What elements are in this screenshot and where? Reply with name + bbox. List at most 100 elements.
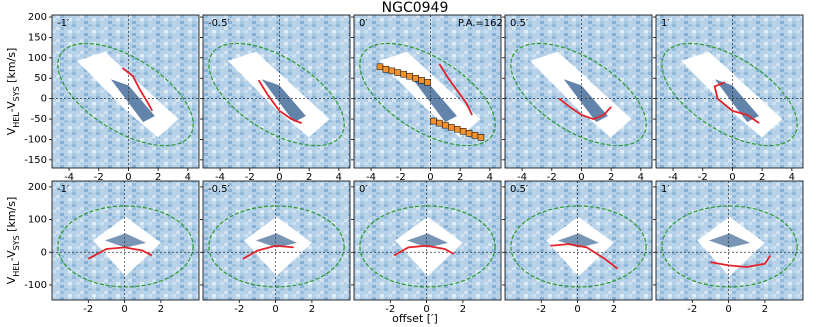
panel	[203, 181, 350, 300]
model-curve	[710, 255, 772, 268]
rotation-point	[424, 79, 431, 86]
y-tick-label: -100	[24, 280, 47, 291]
emission	[563, 79, 608, 123]
rotation-point	[406, 72, 413, 80]
x-tick-label: -2	[536, 304, 546, 315]
x-tick-label: 4	[336, 172, 342, 183]
panel-frame	[504, 180, 653, 301]
panel-frame	[504, 14, 653, 169]
panel	[505, 15, 652, 168]
model-curve	[393, 244, 455, 257]
panel-label: 1′	[661, 184, 670, 195]
y-tick-label: 150	[28, 32, 47, 43]
model-curve	[550, 243, 619, 270]
x-tick-label: 2	[309, 304, 315, 315]
figure-title: NGC0949	[382, 0, 449, 16]
x-tick-label: 4	[185, 172, 191, 183]
x-tick-label: 4	[487, 172, 493, 183]
x-tick-label: 0	[125, 172, 131, 183]
x-tick-label: 2	[460, 304, 466, 315]
panel-frame	[202, 14, 351, 169]
panel-label: 0.5′	[510, 18, 529, 29]
panel	[656, 181, 803, 300]
y-tick-label: 0	[41, 247, 47, 258]
x-tick-label: 2	[762, 304, 768, 315]
y-axis-label-part: -V	[5, 101, 18, 112]
outer-contour	[510, 205, 647, 288]
x-tick-label: 0	[121, 304, 127, 315]
x-tick-label: -4	[668, 172, 678, 183]
panel-frame	[353, 14, 502, 169]
outer-contour	[661, 205, 798, 288]
model-curve	[438, 63, 473, 116]
rotation-point	[436, 119, 443, 127]
rotation-point	[430, 117, 437, 125]
y-tick-label: 200	[28, 182, 47, 193]
x-tick-label: 0	[427, 172, 433, 183]
x-tick-label: 2	[608, 172, 614, 183]
y-axis-label-part: -V	[5, 250, 18, 261]
panel-label: 0.5′	[510, 184, 529, 195]
model-curve	[87, 246, 153, 260]
y-axis-label: VHEL-VSYS [km/s]	[5, 48, 21, 136]
emission	[412, 79, 457, 123]
x-tick-label: -2	[385, 304, 395, 315]
rotation-point	[394, 69, 402, 76]
x-tick-label: -2	[234, 304, 244, 315]
emission	[557, 233, 600, 248]
emission	[714, 79, 759, 123]
model-curve	[713, 81, 760, 124]
panel	[203, 15, 350, 168]
x-tick-label: 0	[423, 304, 429, 315]
x-tick-label: -4	[366, 172, 376, 183]
rotation-point	[471, 132, 479, 139]
y-tick-label: 200	[28, 12, 47, 23]
y-axis-label-part: V	[5, 276, 18, 284]
emission	[261, 79, 306, 123]
x-tick-label: 0	[729, 172, 735, 183]
rotation-point	[400, 70, 407, 78]
y-axis-label-part: HEL	[12, 112, 21, 128]
panel-frame	[51, 14, 200, 169]
outer-contour	[661, 42, 798, 147]
x-tick-label: -2	[83, 304, 93, 315]
x-tick-label: -4	[215, 172, 225, 183]
panel-frame	[655, 14, 804, 169]
rotation-point	[412, 74, 419, 82]
x-tick-label: 0	[725, 304, 731, 315]
panel-label: -1′	[57, 184, 70, 195]
x-tick-label: 4	[789, 172, 795, 183]
panel-label: 0′	[359, 184, 368, 195]
panel-frame	[353, 180, 502, 301]
panel	[505, 181, 652, 300]
y-axis-label-part: [km/s]	[5, 197, 18, 236]
rotation-point	[388, 67, 396, 75]
panel-label: -0.5′	[208, 18, 231, 29]
panel-frame	[51, 180, 200, 301]
y-axis-label-part: [km/s]	[5, 48, 18, 87]
x-tick-label: -2	[396, 172, 406, 183]
panel	[52, 181, 199, 300]
x-tick-label: 2	[155, 172, 161, 183]
y-axis-label-part: SYS	[12, 86, 21, 101]
rotation-point	[418, 77, 425, 84]
emission	[104, 233, 147, 248]
panel	[354, 15, 501, 168]
panel-label: -0.5′	[208, 184, 231, 195]
x-tick-label: -2	[698, 172, 708, 183]
x-tick-label: -4	[64, 172, 74, 183]
rotation-point	[448, 123, 455, 131]
x-tick-label: 2	[306, 172, 312, 183]
panel-label: 1′	[661, 18, 670, 29]
rotation-point	[382, 66, 390, 73]
y-tick-label: -100	[24, 134, 47, 145]
y-axis-label: VHEL-VSYS [km/s]	[5, 197, 21, 285]
x-tick-label: 2	[759, 172, 765, 183]
outer-contour	[359, 205, 496, 288]
x-tick-label: -2	[687, 304, 697, 315]
x-tick-label: 0	[276, 172, 282, 183]
outer-contour	[208, 205, 345, 288]
x-tick-label: 0	[272, 304, 278, 315]
panel-label: -1′	[57, 18, 70, 29]
